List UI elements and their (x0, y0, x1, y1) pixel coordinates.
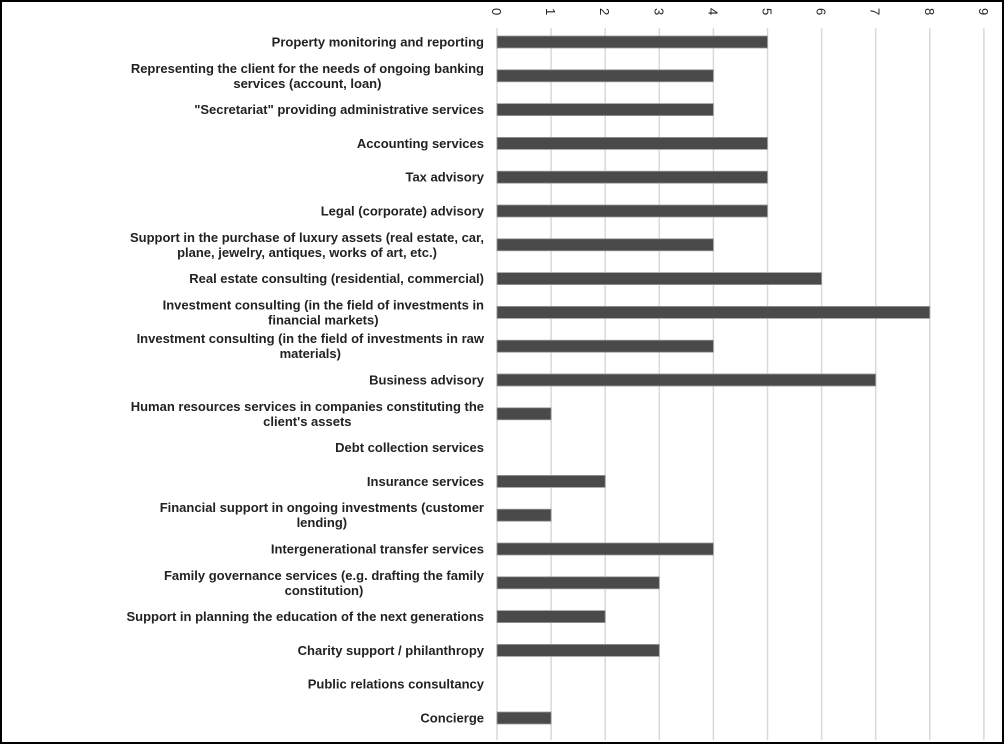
category-label: plane, jewelry, antiques, works of art, … (177, 245, 437, 260)
category-label: Debt collection services (335, 440, 484, 455)
category-label: Real estate consulting (residential, com… (189, 271, 484, 286)
category-label: Accounting services (357, 136, 484, 151)
bar (496, 711, 552, 725)
bar (496, 103, 714, 116)
bar (496, 508, 552, 522)
bar (496, 170, 768, 184)
bar (496, 238, 714, 252)
category-label: Legal (corporate) advisory (321, 204, 485, 219)
category-label: Family governance services (e.g. draftin… (164, 568, 485, 583)
category-label: Insurance services (367, 474, 484, 489)
bar (496, 576, 660, 590)
bar (496, 610, 606, 623)
category-label: Intergenerational transfer services (271, 542, 484, 557)
x-tick-label: 2 (597, 8, 612, 15)
x-tick-label: 1 (543, 8, 558, 15)
bar (496, 339, 714, 353)
category-label: services (account, loan) (233, 76, 381, 91)
category-label: financial markets) (268, 312, 379, 327)
x-tick-label: 8 (922, 8, 937, 15)
x-tick-label: 7 (868, 8, 883, 15)
x-tick-label: 9 (976, 8, 991, 15)
bar (496, 305, 931, 319)
bar (496, 542, 714, 556)
bar (496, 474, 606, 488)
category-label: Concierge (420, 711, 484, 726)
category-label: client's assets (263, 414, 351, 429)
category-label: "Secretariat" providing administrative s… (194, 102, 484, 117)
category-label: Support in planning the education of the… (126, 609, 484, 624)
category-label: Human resources services in companies co… (131, 399, 484, 414)
x-tick-label: 0 (489, 8, 504, 15)
category-label: Charity support / philanthropy (298, 643, 485, 658)
category-label: Investment consulting (in the field of i… (163, 297, 484, 312)
bar (496, 644, 660, 657)
bar (496, 272, 823, 286)
x-tick-label: 4 (705, 8, 720, 15)
category-label: Financial support in ongoing investments… (160, 500, 484, 515)
category-label: Property monitoring and reporting (272, 35, 484, 50)
category-label: Representing the client for the needs of… (131, 61, 484, 76)
category-label: constitution) (285, 583, 364, 598)
category-label: Business advisory (369, 373, 485, 388)
bar (496, 407, 552, 421)
bar (496, 373, 877, 387)
bar (496, 69, 714, 83)
x-tick-label: 5 (760, 8, 775, 15)
category-label: Public relations consultancy (308, 677, 485, 692)
category-label: lending) (297, 515, 348, 530)
bar (496, 136, 768, 150)
category-label: Tax advisory (405, 170, 484, 185)
category-label: Investment consulting (in the field of i… (137, 331, 485, 346)
category-label: materials) (280, 346, 341, 361)
category-label: Support in the purchase of luxury assets… (130, 230, 484, 245)
x-tick-label: 3 (651, 8, 666, 15)
bar (496, 35, 768, 49)
x-tick-label: 6 (814, 8, 829, 15)
bar (496, 204, 768, 218)
